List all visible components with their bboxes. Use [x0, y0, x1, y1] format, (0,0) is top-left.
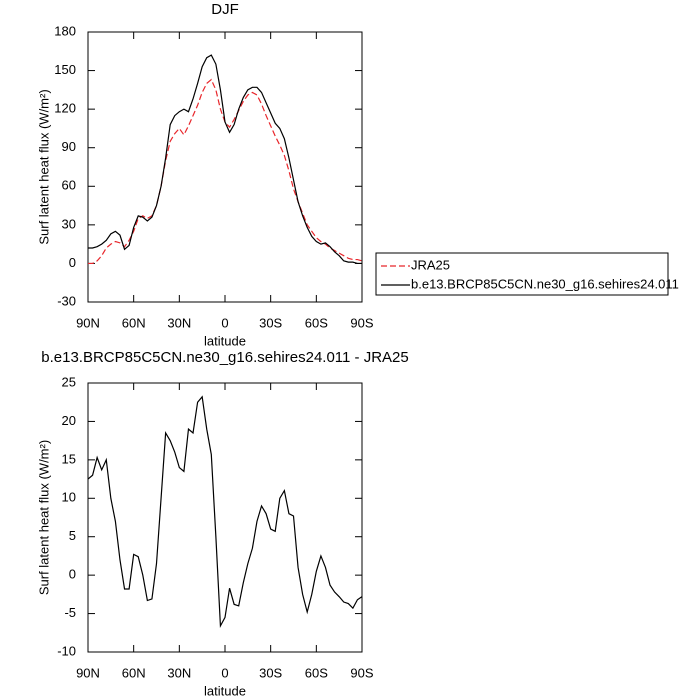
y-tick-label: 5 [69, 528, 76, 543]
y-tick-label: 25 [62, 374, 76, 389]
x-tick-label: 0 [221, 315, 228, 330]
y-tick-label: -30 [57, 293, 76, 308]
y-axis-label: Surf latent heat flux (W/m²) [36, 89, 51, 244]
legend-label: JRA25 [411, 257, 450, 272]
series-line [88, 78, 363, 265]
y-tick-label: 0 [69, 567, 76, 582]
y-tick-label: 180 [54, 23, 76, 38]
chart-title: b.e13.BRCP85C5CN.ne30_g16.sehires24.011 … [41, 349, 408, 366]
x-tick-label: 60N [122, 665, 146, 680]
y-tick-label: 150 [54, 62, 76, 77]
x-tick-label: 60N [122, 315, 146, 330]
y-tick-label: 120 [54, 101, 76, 116]
y-tick-label: 10 [62, 490, 76, 505]
x-tick-label: 30S [259, 315, 282, 330]
x-tick-label: 90S [350, 315, 373, 330]
y-tick-label: -5 [64, 605, 76, 620]
y-tick-label: 20 [62, 413, 76, 428]
x-tick-label: 0 [221, 665, 228, 680]
x-tick-label: 30N [167, 665, 191, 680]
y-tick-label: 90 [62, 139, 76, 154]
x-tick-label: 90N [76, 315, 100, 330]
x-tick-label: 30S [259, 665, 282, 680]
y-tick-label: 0 [69, 255, 76, 270]
x-axis-label: latitude [204, 333, 246, 348]
x-tick-label: 30N [167, 315, 191, 330]
chart-title: DJF [211, 1, 239, 18]
y-axis-label: Surf latent heat flux (W/m²) [36, 440, 51, 595]
x-tick-label: 90N [76, 665, 100, 680]
y-tick-label: 60 [62, 178, 76, 193]
legend-label: b.e13.BRCP85C5CN.ne30_g16.sehires24.011 [411, 276, 679, 291]
legend-box [375, 252, 669, 296]
x-tick-label: 60S [305, 665, 328, 680]
series-line [87, 395, 363, 629]
x-tick-label: 90S [350, 665, 373, 680]
x-axis-label: latitude [204, 683, 246, 698]
plot-frame [87, 31, 363, 303]
y-tick-label: 15 [62, 451, 76, 466]
plot-frame [87, 382, 363, 653]
y-tick-label: 30 [62, 216, 76, 231]
series-line [88, 54, 362, 265]
y-tick-label: -10 [57, 643, 76, 658]
x-tick-label: 60S [305, 315, 328, 330]
